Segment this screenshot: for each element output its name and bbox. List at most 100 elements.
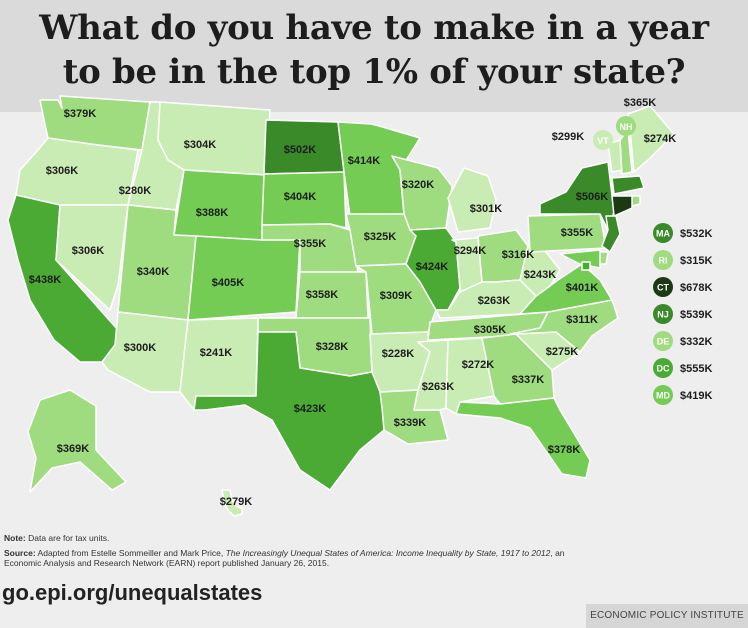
- state-value-al: $263K: [422, 381, 454, 393]
- legend-value-nj: $539K: [680, 309, 712, 321]
- legend-abbr-dc: DC: [657, 364, 670, 374]
- note: Note: Data are for tax units.: [4, 533, 109, 543]
- state-value-fl: $378K: [548, 444, 580, 456]
- legend-value-ma: $532K: [680, 228, 712, 240]
- note-label: Note:: [4, 533, 26, 543]
- state-value-tn: $305K: [474, 324, 506, 336]
- state-value-nv: $306K: [72, 245, 104, 257]
- legend-value-ct: $678K: [680, 282, 712, 294]
- state-mi: [447, 167, 497, 233]
- legend-badge-nj: [653, 304, 673, 324]
- state-wv: [519, 245, 561, 297]
- state-value-oh: $316K: [502, 249, 534, 261]
- state-value-ny: $506K: [576, 191, 608, 203]
- state-value-wa: $379K: [64, 108, 96, 120]
- state-hi: [221, 489, 243, 517]
- state-ct: [611, 195, 633, 217]
- state-badge-vt: [593, 130, 613, 150]
- state-badge-text-nh: NH: [620, 122, 633, 132]
- state-nc: [509, 299, 619, 353]
- source-report-title: The Increasingly Unequal States of Ameri…: [225, 548, 551, 558]
- state-value-ok: $328K: [316, 341, 348, 353]
- state-value-ky: $263K: [478, 295, 510, 307]
- state-badge-nh: [616, 116, 636, 136]
- legend-abbr-md: MD: [656, 391, 670, 401]
- state-value-ks: $358K: [306, 289, 338, 301]
- state-value-ar: $228K: [382, 348, 414, 360]
- state-value-ga: $337K: [512, 374, 544, 386]
- state-nj: [601, 215, 621, 253]
- state-nv: [55, 204, 129, 311]
- state-value-la: $339K: [394, 417, 426, 429]
- note-text: Data are for tax units.: [25, 533, 110, 543]
- title-line-1: What do you have to make in a year: [39, 8, 709, 48]
- header-band: [0, 0, 748, 112]
- legend-abbr-ct: CT: [657, 283, 669, 293]
- state-value-wy: $388K: [196, 207, 228, 219]
- state-value-sc: $275K: [546, 346, 578, 358]
- legend-value-md: $419K: [680, 390, 712, 402]
- legend-abbr-nj: NJ: [657, 310, 669, 320]
- legend-value-dc: $555K: [680, 363, 712, 375]
- state-value-or: $306K: [46, 165, 78, 177]
- legend-abbr-ri: RI: [659, 256, 668, 266]
- legend-badge-de: [653, 331, 673, 351]
- state-ri: [631, 195, 641, 207]
- state-ak: [27, 389, 127, 493]
- state-value-in: $294K: [454, 245, 486, 257]
- legend-badge-dc: [653, 358, 673, 378]
- legend-value-de: $332K: [680, 336, 712, 348]
- legend-abbr-ma: MA: [656, 229, 670, 239]
- state-value-nd: $502K: [284, 144, 316, 156]
- state-co: [187, 235, 301, 321]
- legend-value-ri: $315K: [680, 255, 712, 267]
- state-value-vt: $299K: [552, 131, 584, 143]
- legend-abbr-de: DE: [657, 337, 670, 347]
- legend-badge-ct: [653, 277, 673, 297]
- state-value-sd: $404K: [284, 191, 316, 203]
- state-value-mo: $309K: [380, 290, 412, 302]
- publisher-footer: ECONOMIC POLICY INSTITUTE: [586, 604, 748, 628]
- state-value-pa: $355K: [561, 227, 593, 239]
- state-ma: [611, 175, 645, 195]
- state-dc: [581, 261, 591, 271]
- state-value-tx: $423K: [294, 403, 326, 415]
- source-text-1: Adapted from Estelle Sommeiller and Mark…: [35, 548, 226, 558]
- state-value-va: $401K: [566, 282, 598, 294]
- state-value-id: $280K: [119, 185, 151, 197]
- state-ky: [435, 279, 537, 319]
- legend-badge-md: [653, 385, 673, 405]
- legend-badge-ri: [653, 250, 673, 270]
- source: Source: Adapted from Estelle Sommeiller …: [4, 548, 604, 568]
- state-value-mt: $304K: [184, 139, 216, 151]
- state-value-il: $424K: [416, 261, 448, 273]
- state-tx: [193, 331, 385, 491]
- source-url[interactable]: go.epi.org/unequalstates: [2, 580, 263, 605]
- state-value-co: $405K: [212, 277, 244, 289]
- state-value-az: $300K: [124, 342, 156, 354]
- state-value-hi: $279K: [220, 496, 252, 508]
- state-value-ne: $355K: [294, 238, 326, 250]
- state-de: [599, 251, 609, 265]
- state-value-nm: $241K: [200, 347, 232, 359]
- state-value-wv: $243K: [524, 269, 556, 281]
- state-wy: [173, 169, 267, 241]
- state-value-mn: $414K: [348, 155, 380, 167]
- source-label: Source:: [4, 548, 36, 558]
- state-value-nc: $311K: [566, 314, 598, 326]
- source-text-2: , an Economic Analysis and Research Netw…: [4, 548, 565, 568]
- state-value-ms: $272K: [462, 359, 494, 371]
- state-value-wi: $320K: [402, 179, 434, 191]
- state-value-ut: $340K: [137, 266, 169, 278]
- map-title: What do you have to make in a year to be…: [0, 6, 748, 94]
- title-line-2: to be in the top 1% of your state?: [62, 52, 686, 92]
- state-value-ia: $325K: [364, 231, 396, 243]
- state-value-me: $274K: [644, 133, 676, 145]
- state-value-ca: $438K: [29, 274, 61, 286]
- legend-badge-ma: [653, 223, 673, 243]
- state-value-mi: $301K: [470, 203, 502, 215]
- state-badge-text-vt: VT: [597, 136, 609, 146]
- state-value-nh: $365K: [624, 97, 656, 109]
- state-value-ak: $369K: [57, 443, 89, 455]
